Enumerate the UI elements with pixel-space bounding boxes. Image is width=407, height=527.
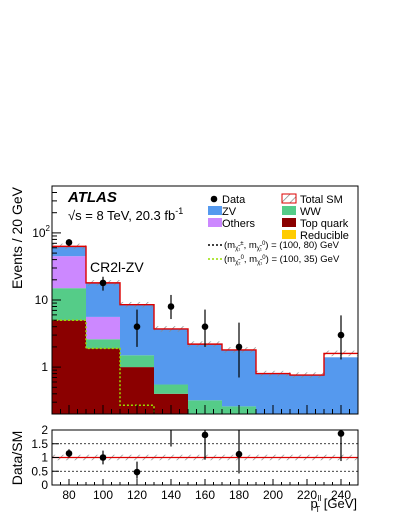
data-point-6 <box>337 331 345 339</box>
legend-marker-data <box>210 195 218 203</box>
x-tick-label-7: 220 <box>297 488 317 502</box>
ratio-y-axis-label: Data/SM <box>9 431 25 485</box>
bar-top-quark-1 <box>86 348 120 414</box>
ratio-y-tick-label-4: 2 <box>41 423 48 437</box>
region-label: CR2l-ZV <box>90 259 144 275</box>
bar-others-1 <box>86 316 120 340</box>
bar-ww-2 <box>120 355 154 368</box>
ratio-x-axis: 80 100 120 140 160 180 200 220 240 <box>51 479 359 502</box>
data-point-3 <box>167 303 175 310</box>
legend-entry-signal-2: (mχ̃₂0, mχ̃₁0) = (100, 35) GeV <box>208 254 340 266</box>
energy-lumi-label: √s = 8 TeV, 20.3 fb-1 <box>68 206 183 223</box>
signal-lines <box>52 319 155 414</box>
x-tick-label-1: 100 <box>93 488 113 502</box>
x-tick-label-6: 200 <box>263 488 283 502</box>
ratio-y-tick-label-3: 1.5 <box>31 437 48 451</box>
svg-text:Others: Others <box>222 218 256 230</box>
bar-ww-0 <box>52 288 86 321</box>
bar-zv-0 <box>52 246 86 257</box>
data-point-4 <box>201 323 209 331</box>
data-point-5 <box>235 343 243 351</box>
legend-swatch-top-quark <box>282 218 296 227</box>
x-tick-label-4: 160 <box>195 488 215 502</box>
experiment-label: ATLAS <box>67 189 117 206</box>
legend: Data Total SM ZV WW Others Top quark Red… <box>208 193 349 266</box>
legend-swatch-others <box>208 218 222 227</box>
legend-entry-others: Others <box>208 218 256 230</box>
legend-entry-total-sm: Total SM <box>281 193 343 206</box>
legend-swatch-zv <box>208 206 222 215</box>
svg-text:WW: WW <box>300 206 321 218</box>
legend-swatch-total-sm <box>281 193 297 204</box>
ratio-y-tick-label-2: 1 <box>41 451 48 465</box>
svg-text:(mχ̃₂0, mχ̃₁0) = (100, 35) GeV: (mχ̃₂0, mχ̃₁0) = (100, 35) GeV <box>224 254 340 266</box>
x-tick-label-3: 140 <box>161 488 181 502</box>
ratio-point-5 <box>235 450 243 458</box>
ratio-point-6 <box>337 430 345 437</box>
x-tick-label-0: 80 <box>62 488 76 502</box>
ratio-y-tick-label-0: 0 <box>41 478 48 492</box>
ratio-point-4 <box>201 431 209 439</box>
bar-zv-4 <box>188 344 222 401</box>
x-axis-label: pll T [GeV] <box>310 494 357 514</box>
main-y-tick-label-2: 102 <box>32 224 50 240</box>
main-y-tick-label-0: 1 <box>41 360 48 374</box>
signal-line-1 <box>52 319 155 414</box>
main-y-axis: 1 10 102 <box>32 185 61 415</box>
svg-text:Reducible: Reducible <box>300 230 349 242</box>
bar-others-0 <box>52 256 86 289</box>
svg-text:ZV: ZV <box>222 206 237 218</box>
bar-ww-1 <box>86 339 120 349</box>
data-point-1 <box>99 279 107 287</box>
svg-text:(mχ̃₁±, mχ̃₁0) = (100, 80) GeV: (mχ̃₁±, mχ̃₁0) = (100, 80) GeV <box>224 240 340 252</box>
ratio-point-0 <box>65 450 73 457</box>
bar-ww-3 <box>154 384 188 394</box>
ratio-y-axis: 00.511.52 <box>31 423 59 492</box>
data-points <box>65 239 345 378</box>
ratio-y-tick-label-1: 0.5 <box>31 464 48 478</box>
bar-zv-3 <box>154 328 188 385</box>
legend-entry-signal-1: (mχ̃₁±, mχ̃₁0) = (100, 80) GeV <box>208 240 340 252</box>
legend-entry-reducible: Reducible <box>282 230 349 242</box>
data-point-2 <box>133 323 141 331</box>
legend-swatch-ww <box>282 206 296 215</box>
main-y-tick-label-1: 10 <box>35 293 49 307</box>
svg-text:Top quark: Top quark <box>300 218 349 230</box>
ratio-point-1 <box>99 454 107 461</box>
main-x-ticks <box>51 405 359 414</box>
legend-entry-zv: ZV <box>208 206 237 218</box>
data-point-0 <box>65 239 73 246</box>
bar-zv-8 <box>324 357 358 414</box>
ratio-point-2 <box>133 468 141 476</box>
legend-entry-ww: WW <box>282 206 321 218</box>
main-y-axis-label: Events / 20 GeV <box>9 186 25 289</box>
bar-top-quark-3 <box>154 393 188 414</box>
x-tick-label-8: 240 <box>331 488 351 502</box>
ratio-points <box>65 430 345 479</box>
legend-entry-data: Data <box>210 194 246 206</box>
x-tick-label-5: 180 <box>229 488 249 502</box>
svg-text:Total SM: Total SM <box>300 194 343 206</box>
legend-entry-top-quark: Top quark <box>282 218 349 230</box>
legend-swatch-reducible <box>282 230 296 239</box>
x-tick-label-2: 120 <box>127 488 147 502</box>
svg-text:Data: Data <box>222 194 246 206</box>
